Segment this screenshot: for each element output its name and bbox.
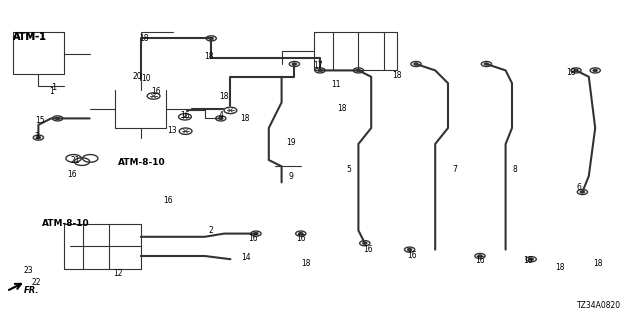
Circle shape (179, 128, 192, 134)
Text: 1: 1 (51, 83, 56, 92)
Text: 21: 21 (71, 156, 80, 164)
Text: 16: 16 (248, 234, 258, 243)
Circle shape (593, 69, 597, 71)
Text: 20: 20 (132, 72, 143, 81)
Circle shape (219, 117, 223, 119)
Text: 2: 2 (209, 226, 214, 235)
Text: 18: 18 (140, 34, 148, 43)
Text: 16: 16 (67, 170, 77, 179)
Text: ATM-1: ATM-1 (13, 32, 47, 42)
Circle shape (147, 93, 160, 99)
Text: 10: 10 (141, 74, 151, 83)
Circle shape (36, 137, 40, 139)
Text: 18: 18 (338, 104, 347, 113)
Text: 4: 4 (218, 111, 223, 120)
Circle shape (356, 69, 360, 71)
Text: 18: 18 (220, 92, 228, 100)
Circle shape (484, 63, 488, 65)
Text: 18: 18 (241, 114, 250, 123)
Circle shape (209, 37, 213, 39)
Text: 19: 19 (286, 138, 296, 147)
Circle shape (363, 242, 367, 244)
Text: 1: 1 (49, 87, 54, 96)
Text: ATM-8-10: ATM-8-10 (118, 158, 166, 167)
Text: 16: 16 (150, 87, 161, 96)
Text: 16: 16 (475, 256, 485, 265)
Text: 17: 17 (313, 61, 323, 70)
Circle shape (580, 191, 584, 193)
Circle shape (292, 63, 296, 65)
Text: 15: 15 (35, 116, 45, 125)
Circle shape (299, 233, 303, 235)
Text: 14: 14 (241, 253, 252, 262)
Text: 8: 8 (513, 165, 518, 174)
Text: FR.: FR. (24, 286, 40, 295)
Text: 12: 12 (114, 269, 123, 278)
Circle shape (254, 233, 258, 235)
Text: ATM-8-10: ATM-8-10 (42, 219, 89, 228)
Text: 16: 16 (296, 234, 306, 243)
Text: ATM-1: ATM-1 (13, 32, 47, 42)
Text: 13: 13 (166, 126, 177, 135)
Text: 18: 18 (566, 68, 575, 76)
Text: 18: 18 (301, 260, 310, 268)
Text: TZ34A0820: TZ34A0820 (577, 301, 621, 310)
Text: 18: 18 (594, 260, 603, 268)
Circle shape (478, 255, 482, 257)
Circle shape (179, 114, 191, 120)
Circle shape (66, 155, 81, 162)
Circle shape (529, 258, 533, 260)
Circle shape (408, 249, 412, 251)
Text: 16: 16 (180, 111, 190, 120)
Text: 23: 23 (24, 266, 34, 275)
Circle shape (74, 158, 90, 165)
Text: 16: 16 (523, 256, 533, 265)
Text: 11: 11 (332, 80, 340, 89)
Circle shape (56, 117, 60, 119)
Text: 16: 16 (363, 245, 373, 254)
Text: 16: 16 (406, 252, 417, 260)
Text: 18: 18 (392, 71, 401, 80)
Circle shape (224, 107, 237, 114)
Circle shape (414, 63, 418, 65)
Circle shape (83, 155, 98, 162)
Text: 9: 9 (289, 172, 294, 180)
Text: 3: 3 (35, 132, 40, 140)
Text: 22: 22 (31, 278, 40, 287)
Text: 16: 16 (163, 196, 173, 204)
Circle shape (318, 69, 322, 71)
Circle shape (574, 69, 578, 71)
Text: 18: 18 (556, 263, 564, 272)
Text: 5: 5 (346, 165, 351, 174)
Text: 18: 18 (204, 52, 213, 60)
Text: 7: 7 (452, 165, 457, 174)
Text: 6: 6 (577, 183, 582, 192)
